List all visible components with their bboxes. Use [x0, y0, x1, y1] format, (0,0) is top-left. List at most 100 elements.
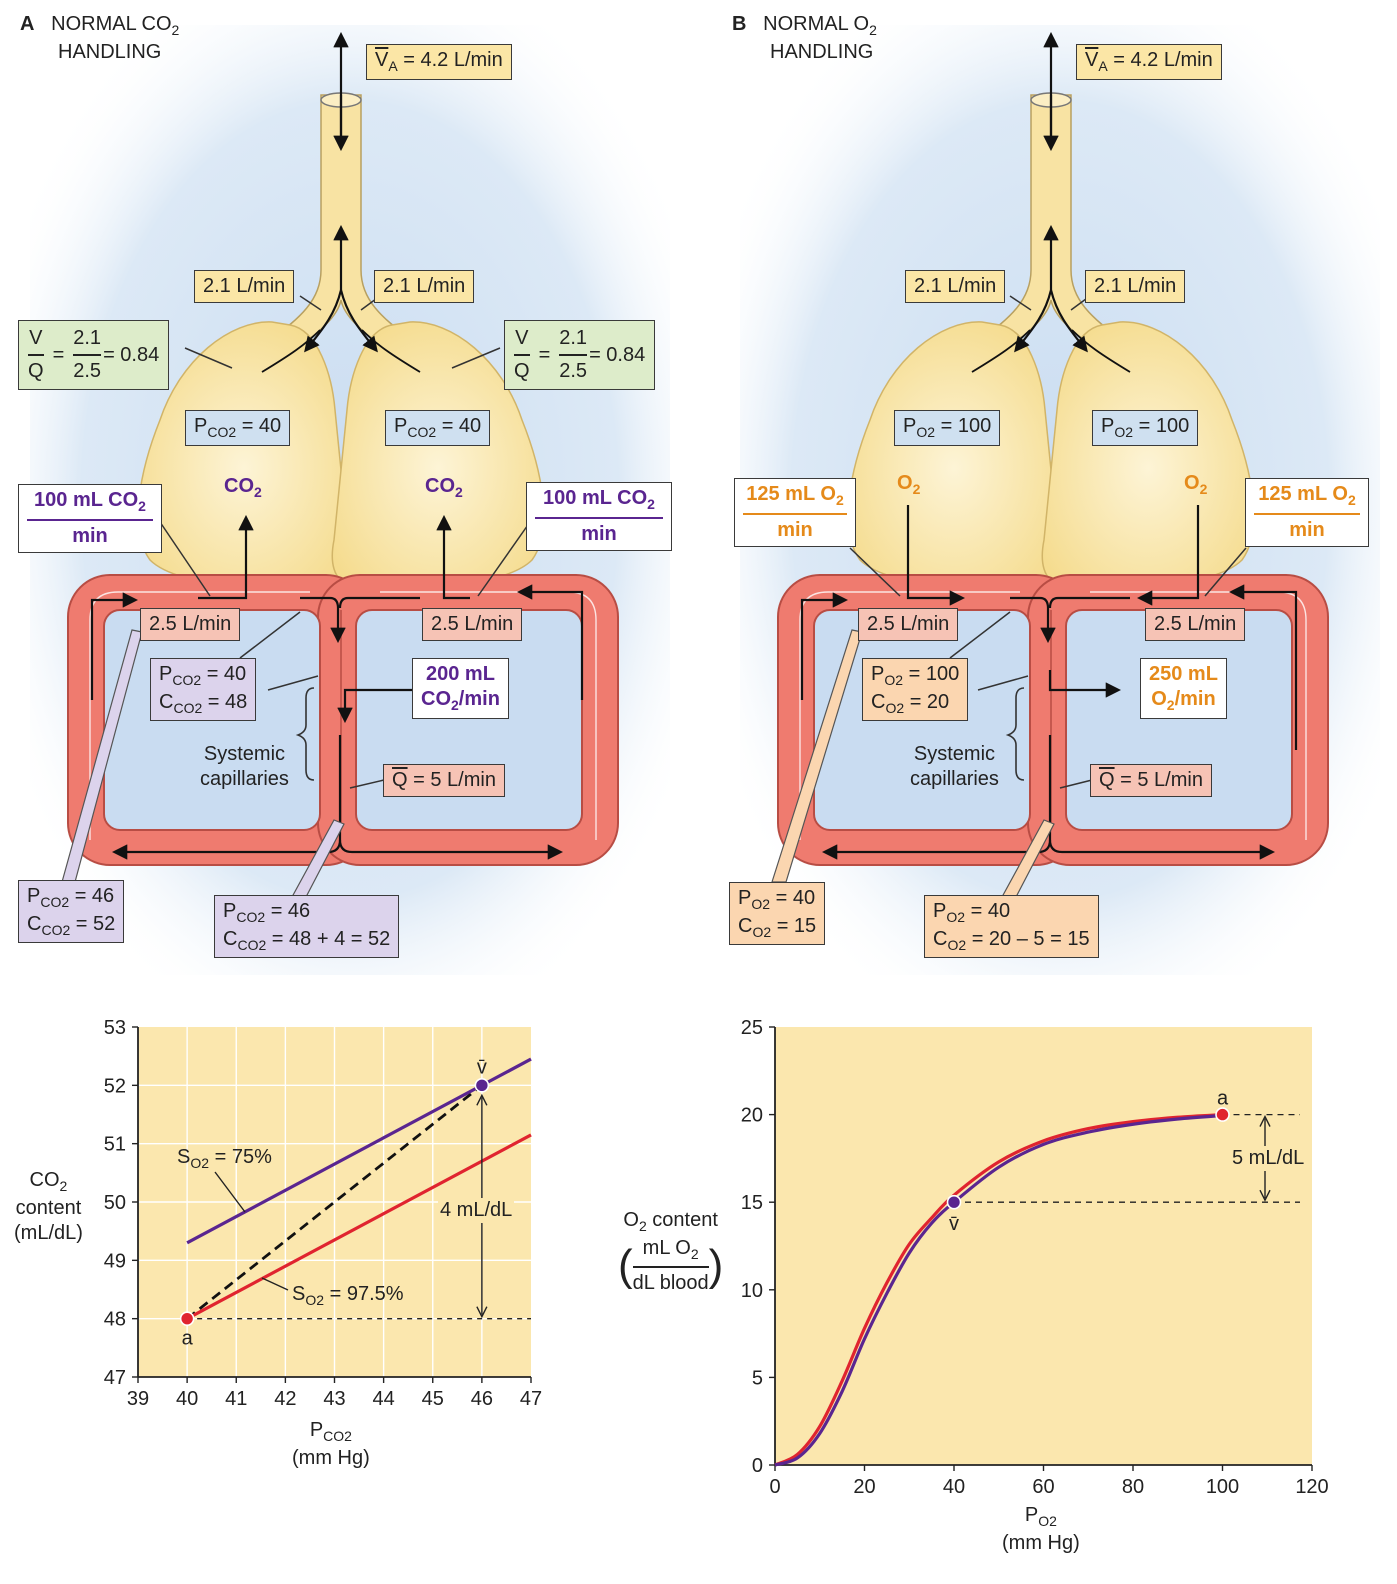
venous-values-left-a: PCO2 = 46 CCO2 = 52: [18, 880, 125, 943]
chart2-difference-annotation: 5 mL/dL: [1230, 1146, 1307, 1171]
right-co2-gas-label: CO2: [425, 475, 463, 500]
x-tick-label: 0: [769, 1476, 780, 1498]
co2-production-a: 200 mL CO2/min: [412, 658, 509, 719]
y-tick-label: 49: [104, 1250, 126, 1272]
point-label-0: a: [182, 1328, 194, 1350]
chart1-series-97-label: SO2 = 97.5%: [292, 1283, 404, 1308]
panel-a-title: A NORMAL CO2 HANDLING: [20, 13, 180, 63]
y-tick-label: 0: [752, 1455, 763, 1477]
curve-arterial: [774, 1113, 1223, 1467]
y-tick-label: 15: [741, 1192, 763, 1214]
y-tick-label: 10: [741, 1280, 763, 1302]
difference-arrow-head-bottom: [1259, 1189, 1271, 1202]
cardiac-output-b: Q = 5 L/min: [1090, 764, 1212, 797]
right-alveolar-pco2-a: PCO2 = 40: [385, 410, 491, 446]
x-tick-label: 46: [471, 1388, 493, 1410]
point-0: [179, 1311, 195, 1326]
left-airflow-label-b: 2.1 L/min: [905, 270, 1006, 303]
left-capillary-flow-b: 2.5 L/min: [858, 608, 959, 641]
right-airflow-label-a: 2.1 L/min: [374, 270, 475, 303]
trachea-a: [268, 94, 414, 353]
x-tick-label: 41: [225, 1388, 247, 1410]
x-tick-label: 40: [176, 1388, 198, 1410]
right-o2-uptake-b: 125 mL O2 min: [1245, 478, 1369, 547]
curve-venous: [774, 1113, 1223, 1467]
chart1-y-title: CO2 content (mL/dL): [14, 1169, 83, 1244]
point-1: [946, 1194, 962, 1210]
chart1-difference-annotation: 4 mL/dL: [438, 1198, 515, 1223]
arterial-values-a: PCO2 = 40 CCO2 = 48: [150, 658, 257, 721]
right-alveolar-po2-b: PO2 = 100: [1092, 410, 1199, 446]
x-tick-label: 120: [1295, 1476, 1328, 1498]
y-tick-label: 5: [752, 1367, 763, 1389]
panel-b-letter: B: [732, 13, 747, 35]
o2-content-chart: 0 20 40 60 80 100 120 0 5 10 15 20 25 a v̄: [741, 1017, 1329, 1498]
venous-values-left-b: PO2 = 40 CO2 = 15: [729, 882, 826, 945]
systemic-capillaries-label-b: Systemic capillaries: [910, 743, 999, 790]
systemic-capillaries-label-a: Systemic capillaries: [200, 743, 289, 790]
difference-arrow-head-top: [1259, 1115, 1271, 1127]
a-to-v-dashed-path: [186, 1084, 483, 1320]
point-label-1: v̄: [949, 1213, 959, 1235]
panel-b-title: B NORMAL O2 HANDLING: [732, 13, 877, 63]
y-tick-label: 47: [104, 1367, 126, 1389]
arterial-values-b: PO2 = 100 CO2 = 20: [862, 658, 969, 721]
left-alveolar-po2-b: PO2 = 100: [894, 410, 1001, 446]
chart2-x-title: PO2 (mm Hg): [1002, 1504, 1080, 1554]
x-tick-label: 47: [520, 1388, 542, 1410]
x-tick-label: 40: [943, 1476, 965, 1498]
left-alveolar-pco2-a: PCO2 = 40: [185, 410, 291, 446]
series-75-pointer: [214, 1171, 246, 1213]
o2-consumption-b: 250 mL O2/min: [1140, 658, 1227, 719]
right-capillary-flow-b: 2.5 L/min: [1145, 608, 1246, 641]
venous-values-mid-a: PCO2 = 46 CCO2 = 48 + 4 = 52: [214, 895, 400, 958]
right-o2-gas-label: O2: [1184, 472, 1208, 497]
left-co2-output-a: 100 mL CO2 min: [18, 484, 162, 553]
alveolar-ventilation-label-a: VA = 4.2 L/min: [366, 44, 512, 80]
x-tick-label: 20: [853, 1476, 875, 1498]
panel-a-letter: A: [20, 13, 35, 35]
chart1-x-title: PCO2 (mm Hg): [292, 1419, 370, 1469]
x-tick-label: 39: [127, 1388, 149, 1410]
chart2-y-title: O2 content ( mL O2 dL blood ): [618, 1209, 724, 1294]
right-capillary-flow-a: 2.5 L/min: [422, 608, 523, 641]
x-tick-label: 44: [373, 1388, 395, 1410]
x-tick-label: 100: [1206, 1476, 1239, 1498]
y-tick-label: 20: [741, 1105, 763, 1127]
left-o2-uptake-b: 125 mL O2 min: [734, 478, 856, 547]
series-line-1: [186, 1133, 532, 1321]
right-co2-output-a: 100 mL CO2 min: [526, 482, 672, 551]
left-co2-gas-label: CO2: [224, 475, 262, 500]
y-tick-label: 50: [104, 1192, 126, 1214]
left-o2-gas-label: O2: [897, 472, 921, 497]
alveolar-ventilation-label-b: VA = 4.2 L/min: [1076, 44, 1222, 80]
right-airflow-label-b: 2.1 L/min: [1085, 270, 1186, 303]
y-tick-label: 25: [741, 1017, 763, 1039]
x-tick-label: 43: [323, 1388, 345, 1410]
left-capillary-flow-a: 2.5 L/min: [140, 608, 241, 641]
x-tick-label: 45: [422, 1388, 444, 1410]
cardiac-output-a: Q = 5 L/min: [383, 764, 505, 797]
point-1: [474, 1078, 490, 1093]
point-label-0: a: [1217, 1088, 1229, 1110]
x-tick-label: 80: [1122, 1476, 1144, 1498]
point-0: [1215, 1107, 1230, 1122]
y-tick-label: 53: [104, 1017, 126, 1039]
y-tick-label: 52: [104, 1075, 126, 1097]
left-airflow-label-a: 2.1 L/min: [194, 270, 295, 303]
x-tick-label: 42: [274, 1388, 296, 1410]
series-97-pointer: [261, 1277, 289, 1291]
y-tick-label: 48: [104, 1309, 126, 1331]
plot-area: [775, 1027, 1312, 1465]
co2-content-chart: 39 40 41 42 43 44 45 46 47 47 48 49 50 51 52 53 a v̄: [104, 1017, 542, 1410]
panel-b-artwork: [771, 31, 1329, 898]
point-label-1: v̄: [477, 1056, 487, 1078]
venous-values-mid-b: PO2 = 40 CO2 = 20 – 5 = 15: [924, 895, 1099, 958]
difference-arrow-head-top: [476, 1093, 488, 1106]
difference-arrow-head-bottom: [476, 1306, 488, 1319]
trachea-b: [978, 94, 1124, 353]
